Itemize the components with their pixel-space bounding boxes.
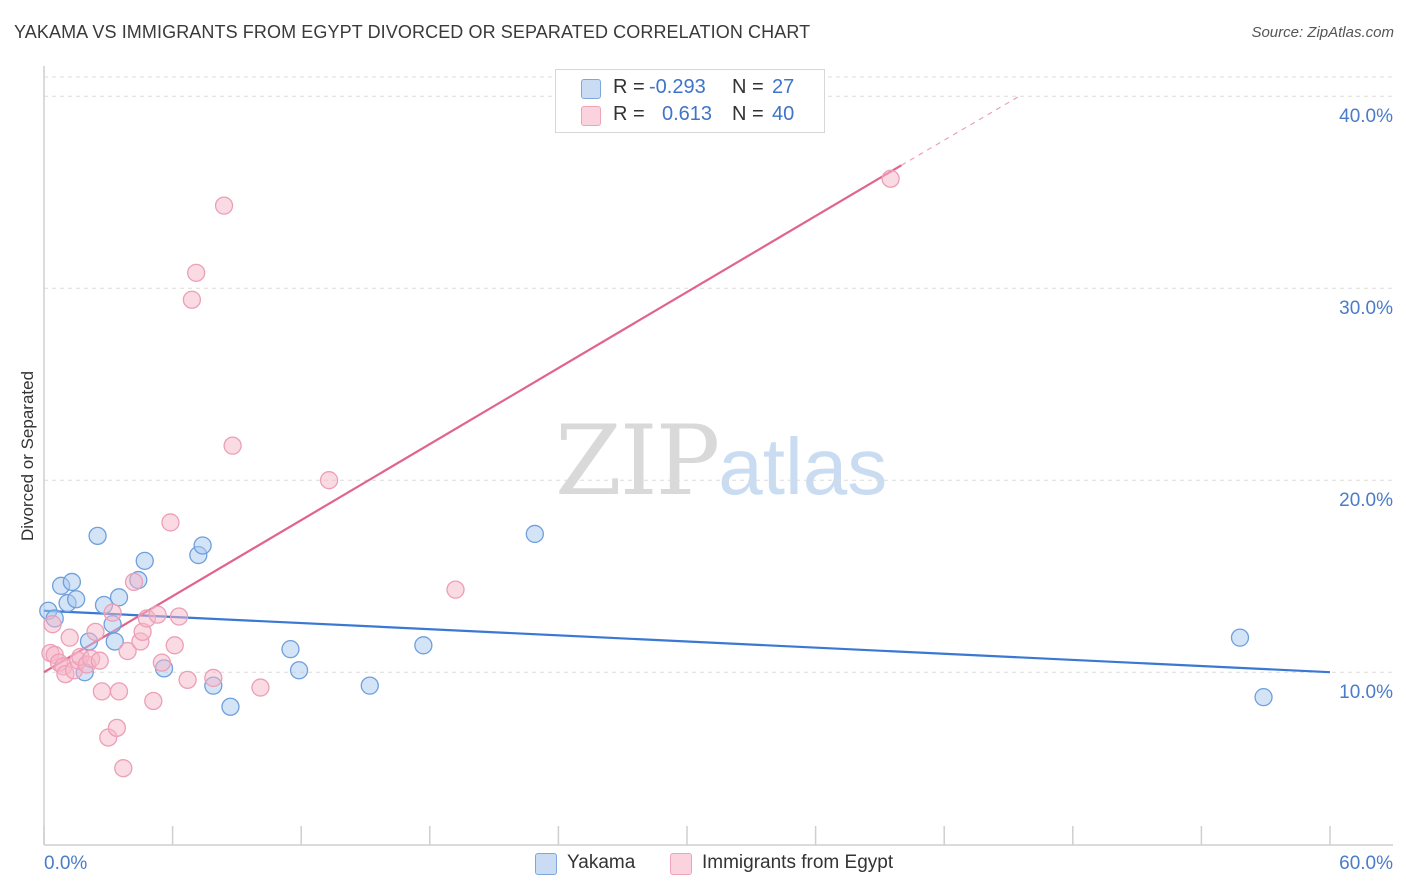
trend-line	[44, 611, 1330, 672]
legend-r-label: R =	[613, 103, 645, 126]
grid-lines	[44, 77, 1393, 672]
point-egypt	[252, 679, 269, 696]
point-yakama	[1231, 629, 1248, 646]
point-egypt	[216, 197, 233, 214]
point-yakama	[415, 637, 432, 654]
point-egypt	[171, 608, 188, 625]
y-tick-label: 10.0%	[1339, 682, 1393, 703]
point-egypt	[882, 170, 899, 187]
point-yakama	[526, 525, 543, 542]
point-egypt	[93, 683, 110, 700]
axes	[44, 66, 1393, 845]
point-egypt	[91, 652, 108, 669]
series-legend-swatch-yakama	[535, 853, 557, 875]
legend-r-value: -0.293	[649, 76, 706, 99]
y-axis-tick-labels: 10.0% 20.0% 30.0% 40.0%	[1339, 106, 1393, 703]
scatter-plot: 10.0% 20.0% 30.0% 40.0% Divorced or Separat…	[0, 0, 1406, 892]
legend-swatch-egypt	[581, 106, 601, 126]
point-egypt	[149, 606, 166, 623]
legend-row-yakama: R = -0.293 N = 27	[556, 75, 824, 101]
point-egypt	[166, 637, 183, 654]
point-egypt	[321, 472, 338, 489]
series-legend-label-egypt: Immigrants from Egypt	[702, 852, 893, 874]
legend-n-value: 40	[772, 103, 794, 126]
point-egypt	[87, 623, 104, 640]
legend-swatch-yakama	[581, 79, 601, 99]
point-egypt	[44, 616, 61, 633]
series-legend-label-yakama: Yakama	[567, 852, 635, 874]
point-egypt	[179, 671, 196, 688]
point-yakama	[1255, 689, 1272, 706]
point-egypt	[61, 629, 78, 646]
point-egypt	[224, 437, 241, 454]
point-egypt	[111, 683, 128, 700]
trend-line	[44, 165, 901, 672]
point-egypt	[162, 514, 179, 531]
point-egypt	[104, 604, 121, 621]
point-egypt	[188, 264, 205, 281]
point-yakama	[282, 641, 299, 658]
trend-line-extension	[901, 96, 1019, 165]
x-tick-label-min: 0.0%	[44, 853, 87, 874]
point-yakama	[136, 552, 153, 569]
legend-n-label: N =	[732, 103, 764, 126]
legend-r-value: 0.613	[662, 103, 712, 126]
point-egypt	[447, 581, 464, 598]
point-yakama	[361, 677, 378, 694]
point-egypt	[153, 654, 170, 671]
y-tick-label: 20.0%	[1339, 490, 1393, 511]
point-egypt	[115, 760, 132, 777]
x-tick-label-max: 60.0%	[1339, 853, 1393, 874]
point-yakama	[291, 662, 308, 679]
series-legend-swatch-egypt	[670, 853, 692, 875]
point-yakama	[222, 698, 239, 715]
point-egypt	[126, 573, 143, 590]
y-axis-label: Divorced or Separated	[18, 371, 37, 541]
x-axis-ticks	[44, 826, 1330, 845]
correlation-legend: R = -0.293 N = 27 R = 0.613 N = 40	[555, 69, 825, 133]
series-legend-yakama: Yakama	[535, 852, 655, 876]
y-tick-label: 40.0%	[1339, 106, 1393, 127]
point-yakama	[111, 589, 128, 606]
point-egypt	[183, 291, 200, 308]
series-legend-egypt: Immigrants from Egypt	[670, 852, 930, 876]
y-tick-label: 30.0%	[1339, 298, 1393, 319]
point-yakama	[63, 573, 80, 590]
legend-r-label: R =	[613, 76, 645, 99]
legend-n-value: 27	[772, 76, 794, 99]
point-yakama	[89, 527, 106, 544]
point-yakama	[194, 537, 211, 554]
data-points	[40, 170, 1272, 776]
point-yakama	[68, 591, 85, 608]
legend-n-label: N =	[732, 76, 764, 99]
point-egypt	[108, 719, 125, 736]
point-egypt	[145, 693, 162, 710]
legend-row-egypt: R = 0.613 N = 40	[556, 102, 824, 128]
point-egypt	[205, 669, 222, 686]
trend-lines	[44, 96, 1330, 672]
